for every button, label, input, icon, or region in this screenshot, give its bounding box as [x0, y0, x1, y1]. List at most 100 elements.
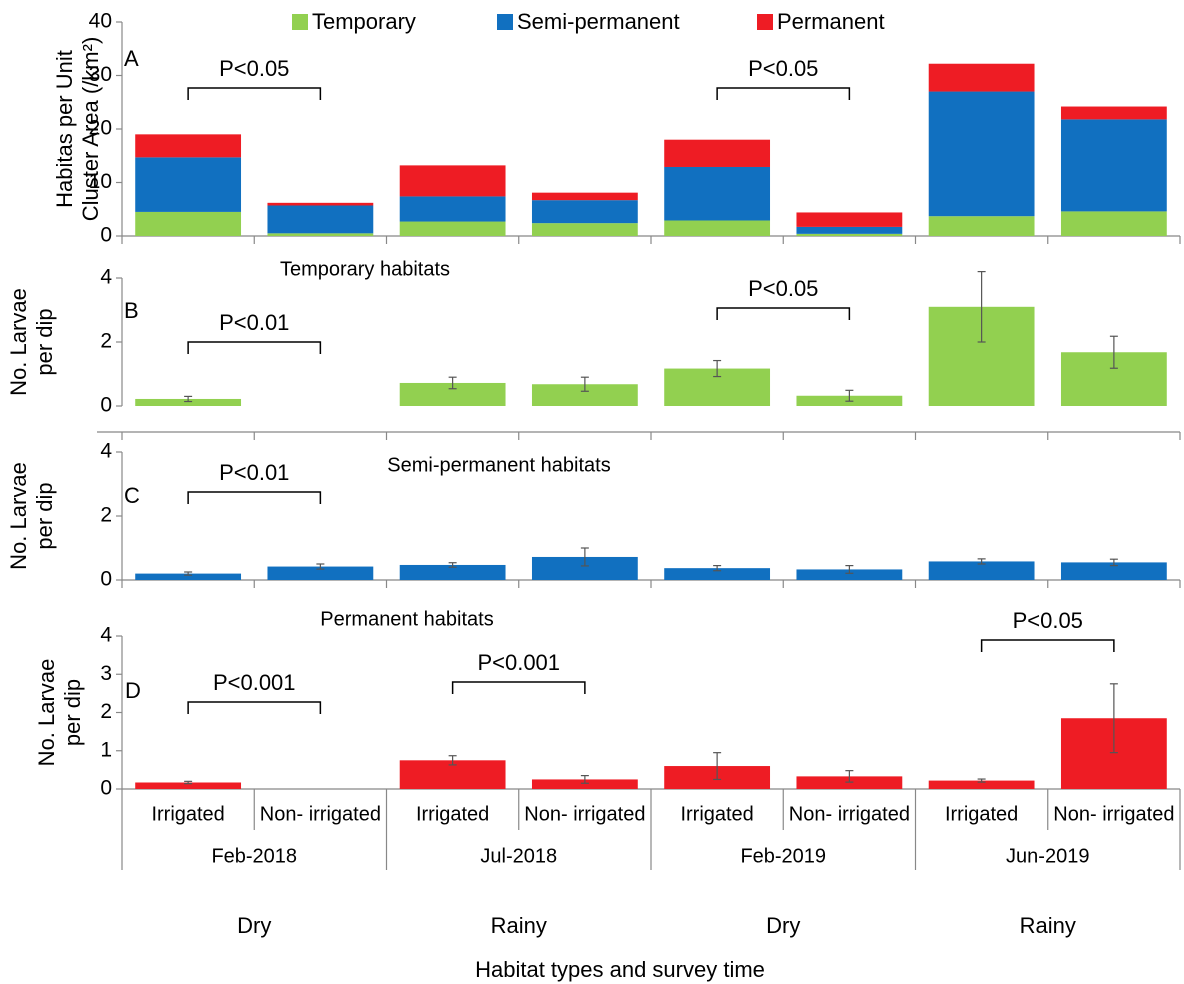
x-tick-label: Non- irrigated [524, 803, 645, 825]
bar-segment [135, 157, 242, 212]
bar [135, 398, 242, 406]
bar-segment [664, 166, 771, 221]
bar-segment [796, 233, 903, 236]
bar-segment [399, 196, 506, 222]
group-label: Feb-2018 [211, 845, 297, 867]
significance-bracket [187, 87, 322, 100]
x-tick-label: Irrigated [151, 803, 224, 825]
x-tick-label: Non- irrigated [789, 803, 910, 825]
y-tick-label: 30 [89, 63, 112, 86]
y-tick-label: 0 [100, 777, 112, 800]
panel-label: B [124, 298, 139, 323]
panel-title: Semi-permanent habitats [387, 454, 610, 476]
group-label: Feb-2019 [740, 845, 826, 867]
significance-bracket [451, 681, 586, 694]
y-tick-label: 2 [100, 504, 112, 527]
y-axis-label: No. Larvae [34, 659, 59, 767]
bar [796, 569, 903, 580]
season-label: Rainy [1020, 913, 1076, 938]
significance-bracket [187, 701, 322, 714]
y-tick-label: 0 [100, 568, 112, 591]
y-tick-label: 1 [100, 738, 112, 761]
y-axis-label: No. Larvae [6, 288, 31, 396]
x-tick-label: Irrigated [945, 803, 1018, 825]
bar-segment [796, 226, 903, 234]
bar-segment [796, 212, 903, 227]
group-label: Jul-2018 [480, 845, 557, 867]
bar-segment [267, 205, 374, 234]
y-tick-label: 4 [100, 440, 112, 463]
panel-title: Permanent habitats [320, 608, 493, 630]
significance-label: P<0.001 [477, 650, 560, 675]
legend-label: Permanent [777, 9, 885, 34]
bar-segment [928, 63, 1035, 92]
x-tick-label: Non- irrigated [1053, 803, 1174, 825]
bar-segment [267, 233, 374, 236]
season-label: Dry [237, 913, 271, 938]
bar [1060, 562, 1167, 580]
panel-label: D [125, 678, 141, 703]
y-tick-label: 4 [100, 624, 112, 647]
y-tick-label: 0 [100, 394, 112, 417]
y-axis-label: Cluster Area (/km²) [78, 37, 103, 222]
significance-label: P<0.001 [213, 670, 296, 695]
y-tick-label: 0 [100, 224, 112, 247]
bar-segment [399, 165, 506, 197]
bar [267, 566, 374, 580]
bar-segment [1060, 106, 1167, 120]
legend-swatch [292, 14, 308, 30]
bar [531, 556, 638, 580]
significance-label: P<0.01 [219, 460, 289, 485]
significance-bracket [716, 87, 851, 100]
significance-label: P<0.01 [219, 310, 289, 335]
bar [135, 782, 242, 789]
bar-segment [135, 211, 242, 236]
significance-label: P<0.05 [219, 56, 289, 81]
y-axis-label: per dip [60, 679, 85, 746]
bar-segment [267, 202, 374, 206]
x-tick-label: Irrigated [680, 803, 753, 825]
significance-bracket [980, 639, 1115, 652]
bar-segment [664, 220, 771, 236]
y-tick-label: 3 [100, 662, 112, 685]
y-tick-label: 2 [100, 700, 112, 723]
x-tick-label: Non- irrigated [260, 803, 381, 825]
bar [399, 564, 506, 580]
y-axis-label: Habitas per Unit [52, 50, 77, 208]
group-label: Jun-2019 [1006, 845, 1089, 867]
x-axis-label: Habitat types and survey time [475, 957, 765, 982]
bar-segment [928, 216, 1035, 236]
significance-bracket [187, 491, 322, 504]
significance-label: P<0.05 [748, 56, 818, 81]
bar [531, 384, 638, 406]
y-tick-label: 20 [89, 117, 112, 140]
x-tick-label: Irrigated [416, 803, 489, 825]
significance-label: P<0.05 [748, 276, 818, 301]
panel-label: A [124, 46, 139, 71]
significance-bracket [187, 341, 322, 354]
season-label: Rainy [491, 913, 547, 938]
bar [399, 382, 506, 406]
bar [531, 779, 638, 789]
season-label: Dry [766, 913, 800, 938]
bar-segment [531, 192, 638, 201]
bar-segment [399, 221, 506, 236]
bar [928, 561, 1035, 580]
bar-segment [664, 139, 771, 167]
panel-label: C [124, 483, 140, 508]
significance-bracket [716, 307, 851, 320]
legend-swatch [757, 14, 773, 30]
y-tick-label: 10 [89, 170, 112, 193]
y-tick-label: 40 [89, 10, 112, 33]
bar-segment [1060, 119, 1167, 212]
bar-segment [531, 200, 638, 224]
y-tick-label: 4 [100, 266, 112, 289]
y-axis-label: No. Larvae [6, 462, 31, 570]
bar [135, 573, 242, 580]
bar [664, 568, 771, 580]
bar [928, 780, 1035, 789]
y-axis-label: per dip [32, 482, 57, 549]
bar-segment [135, 134, 242, 158]
